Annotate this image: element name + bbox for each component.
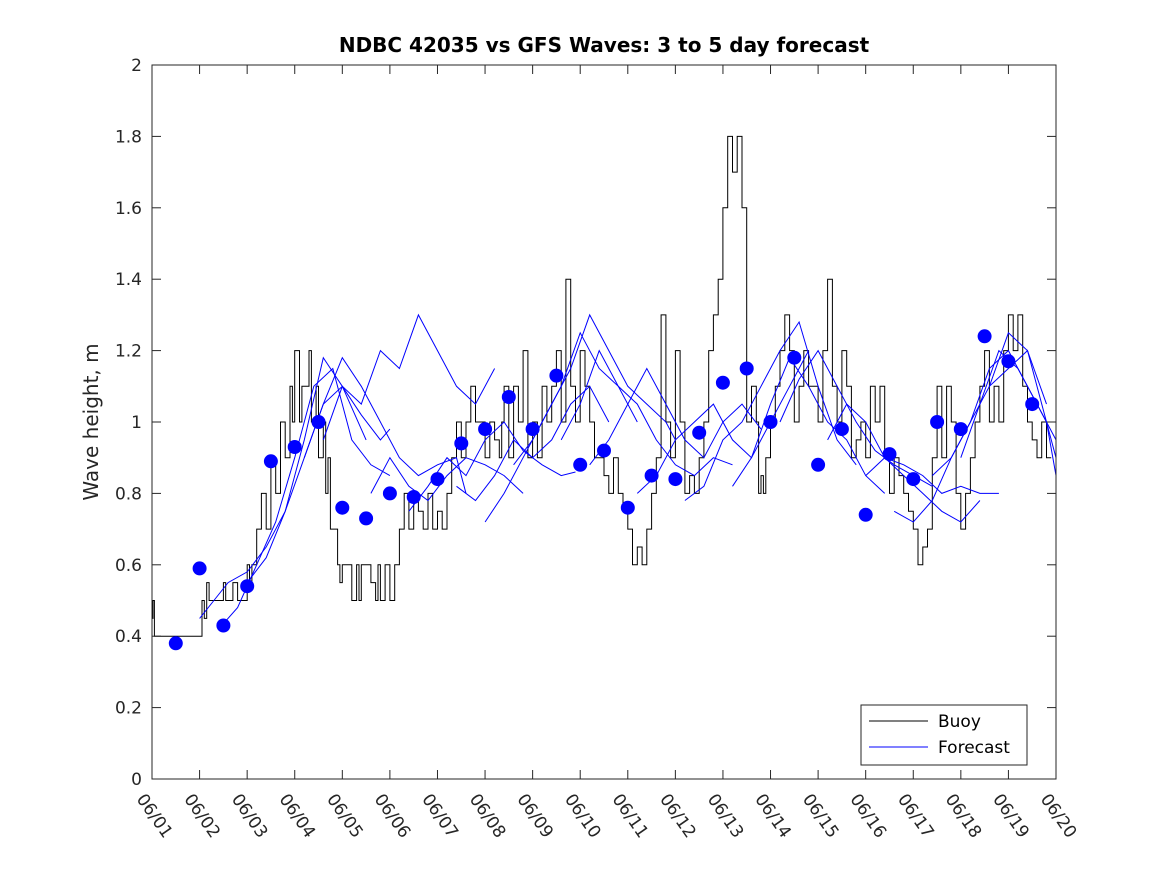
forecast-run-line-22	[989, 349, 1057, 476]
y-tick-label: 1.6	[115, 199, 142, 219]
y-tick-label: 1.2	[115, 342, 142, 362]
forecast-point	[763, 415, 778, 429]
forecast-point	[715, 375, 730, 390]
forecast-point	[977, 329, 992, 344]
forecast-point	[263, 454, 278, 469]
forecast-run-line-14	[684, 320, 857, 501]
forecast-point	[930, 415, 945, 429]
buoy-series	[152, 135, 1052, 637]
forecast-point	[906, 472, 921, 487]
y-tick-label: 0.2	[115, 699, 142, 719]
forecast-point	[430, 472, 445, 487]
forecast-point	[739, 361, 754, 376]
forecast-point	[359, 511, 374, 526]
y-tick-label: 2	[131, 56, 142, 76]
buoy-line	[152, 135, 1052, 637]
forecast-run-line-13	[636, 350, 810, 494]
y-tick-label: 0.6	[115, 556, 142, 576]
forecast-point	[382, 486, 397, 501]
forecast-run-line-10	[513, 313, 676, 466]
forecast-run-line-6	[370, 456, 524, 502]
forecast-point	[501, 390, 516, 404]
forecast-point	[216, 618, 231, 633]
forecast-point-series	[168, 329, 1040, 651]
legend-forecast-label: Forecast	[938, 738, 1010, 758]
forecast-run-line-17	[827, 403, 981, 523]
y-tick-label: 0	[131, 770, 142, 790]
forecast-point	[478, 422, 493, 437]
forecast-point	[549, 368, 564, 383]
y-tick-label: 0.4	[115, 627, 142, 647]
forecast-run-line-12	[589, 367, 762, 466]
chart-title: NDBC 42035 vs GFS Waves: 3 to 5 day fore…	[339, 33, 870, 57]
forecast-point	[311, 415, 326, 429]
forecast-point	[240, 579, 255, 594]
forecast-point	[953, 422, 968, 437]
forecast-point	[644, 468, 659, 483]
forecast-point	[525, 422, 540, 437]
forecast-point	[335, 500, 350, 515]
forecast-point	[1001, 354, 1016, 369]
plot-area	[152, 65, 1056, 779]
forecast-run-line-3	[246, 356, 391, 583]
forecast-run-line-8	[456, 385, 610, 502]
forecast-point	[787, 350, 802, 365]
y-tick-label: 1	[131, 413, 142, 433]
forecast-point	[192, 561, 207, 576]
forecast-point	[287, 440, 302, 454]
forecast-point	[168, 636, 183, 651]
forecast-point	[620, 500, 635, 515]
y-tick-label: 0.8	[115, 484, 142, 504]
forecast-run-line-16	[779, 349, 933, 487]
forecast-run-line-11	[560, 349, 733, 477]
forecast-point	[692, 425, 707, 440]
forecast-point	[1025, 397, 1040, 412]
legend: Buoy Forecast	[860, 704, 1028, 766]
forecast-run-line-5	[322, 313, 496, 441]
legend-box	[860, 704, 1028, 766]
y-axis: 0 0.2 0.4 0.6 0.8 1 1.2 1.4 1.6 1.8 2	[115, 56, 1056, 790]
forecast-point	[454, 436, 469, 451]
forecast-run-line-15	[732, 356, 886, 494]
forecast-point	[597, 443, 611, 458]
y-tick-label: 1.4	[115, 270, 142, 290]
forecast-point	[811, 457, 826, 472]
y-tick-label: 1.8	[115, 127, 142, 147]
forecast-run-line-1	[199, 385, 367, 619]
forecast-run-line-4	[303, 356, 467, 494]
forecast-point	[668, 472, 683, 487]
forecast-point	[882, 447, 897, 462]
legend-buoy-label: Buoy	[938, 712, 981, 732]
forecast-point	[573, 457, 588, 472]
y-axis-label: Wave height, m	[79, 343, 103, 500]
forecast-point	[858, 507, 873, 522]
forecast-run-line-7	[408, 421, 576, 512]
forecast-point	[406, 490, 421, 504]
forecast-point	[834, 422, 849, 437]
